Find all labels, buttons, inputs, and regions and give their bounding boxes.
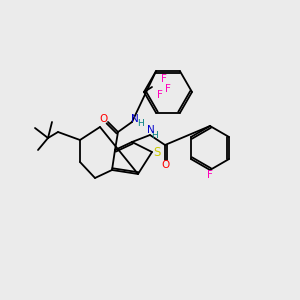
Text: O: O — [99, 114, 107, 124]
Text: N: N — [131, 114, 139, 124]
Text: O: O — [161, 160, 169, 170]
Text: F: F — [207, 170, 213, 180]
Text: H: H — [152, 131, 158, 140]
Text: N: N — [147, 125, 155, 135]
Text: F: F — [157, 90, 163, 100]
Text: F: F — [161, 74, 167, 84]
Text: S: S — [153, 146, 161, 158]
Text: H: H — [138, 119, 144, 128]
Text: F: F — [165, 84, 171, 94]
